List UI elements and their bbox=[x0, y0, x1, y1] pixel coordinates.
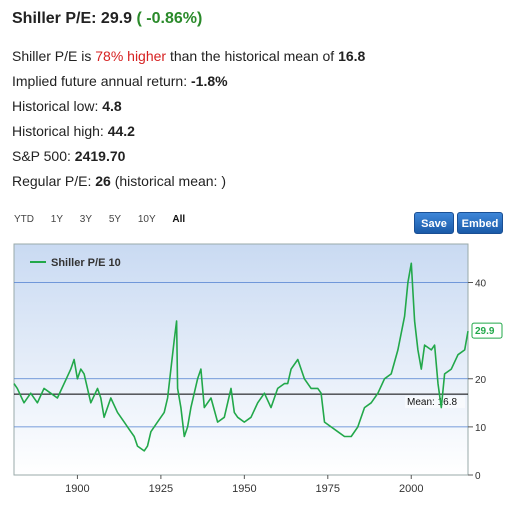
y-tick-label: 10 bbox=[475, 423, 487, 434]
mean-label-bg bbox=[405, 396, 465, 409]
header-change: ( -0.86%) bbox=[136, 10, 203, 27]
x-tick-label: 2000 bbox=[399, 483, 423, 495]
range-10y-button[interactable]: 10Y bbox=[137, 214, 156, 225]
x-tick-label: 1950 bbox=[232, 483, 256, 495]
save-button[interactable]: Save bbox=[414, 212, 454, 234]
series-line bbox=[13, 262, 469, 452]
stat-comparison-prefix: Shiller P/E is bbox=[12, 48, 96, 64]
stat-implied-value: -1.8% bbox=[191, 73, 228, 89]
stat-regular-suffix: (historical mean: ) bbox=[110, 173, 226, 189]
stat-regular-label: Regular P/E: bbox=[12, 173, 96, 189]
stat-comparison-highlight: 78% higher bbox=[95, 48, 167, 64]
stat-comparison: Shiller P/E is 78% higher than the histo… bbox=[12, 44, 365, 69]
stat-low-label: Historical low: bbox=[12, 98, 103, 114]
header-label: Shiller P/E: bbox=[12, 10, 97, 27]
stat-high-value: 44.2 bbox=[107, 123, 135, 139]
stat-historical-high: Historical high: 44.2 bbox=[12, 119, 365, 144]
x-tick-label: 1925 bbox=[149, 483, 173, 495]
y-tick-label: 0 bbox=[475, 471, 481, 482]
y-tick-label: 20 bbox=[475, 375, 487, 386]
legend-label: Shiller P/E 10 bbox=[51, 257, 121, 269]
stat-sp500-value: 2419.70 bbox=[74, 148, 126, 164]
stat-implied-return: Implied future annual return: -1.8% bbox=[12, 69, 365, 94]
x-axis: 1900 1925 1950 1975 2000 bbox=[65, 475, 423, 495]
y-axis: 0 10 20 40 bbox=[468, 279, 487, 482]
stat-historical-low: Historical low: 4.8 bbox=[12, 94, 365, 119]
stat-comparison-suffix: than the historical mean of bbox=[166, 48, 339, 64]
stat-sp500: S&P 500: 2419.70 bbox=[12, 144, 365, 169]
grid-lines bbox=[14, 282, 468, 428]
y-tick-label: 40 bbox=[475, 279, 487, 290]
x-tick-label: 1900 bbox=[65, 483, 89, 495]
stat-high-label: Historical high: bbox=[12, 123, 108, 139]
x-tick-label: 1975 bbox=[316, 483, 340, 495]
stat-implied-label: Implied future annual return: bbox=[12, 73, 191, 89]
header-value: 29.9 bbox=[100, 10, 133, 27]
last-value-box bbox=[471, 322, 503, 339]
range-selector: YTD 1Y 3Y 5Y 10Y All bbox=[14, 214, 199, 225]
stat-regular-pe: Regular P/E: 26 (historical mean: ) bbox=[12, 169, 365, 194]
mean-label: Mean: 16.8 bbox=[407, 397, 457, 408]
range-5y-button[interactable]: 5Y bbox=[108, 214, 122, 225]
stat-comparison-value: 16.8 bbox=[338, 48, 366, 64]
stat-low-value: 4.8 bbox=[102, 98, 122, 114]
stat-sp500-label: S&P 500: bbox=[12, 148, 75, 164]
embed-button[interactable]: Embed bbox=[457, 212, 503, 234]
legend: Shiller P/E 10 bbox=[30, 257, 121, 269]
stat-regular-value: 26 bbox=[95, 173, 111, 189]
last-value-label: 29.9 bbox=[471, 322, 503, 339]
header: Shiller P/E: 29.9 ( -0.86%) bbox=[12, 10, 202, 28]
stats-panel: Shiller P/E is 78% higher than the histo… bbox=[12, 44, 365, 194]
range-ytd-button[interactable]: YTD bbox=[14, 214, 34, 225]
range-all-button[interactable]: All bbox=[172, 214, 186, 225]
range-3y-button[interactable]: 3Y bbox=[79, 214, 93, 225]
last-value-text: 29.9 bbox=[475, 326, 495, 337]
range-1y-button[interactable]: 1Y bbox=[50, 214, 64, 225]
plot-area bbox=[13, 243, 469, 476]
